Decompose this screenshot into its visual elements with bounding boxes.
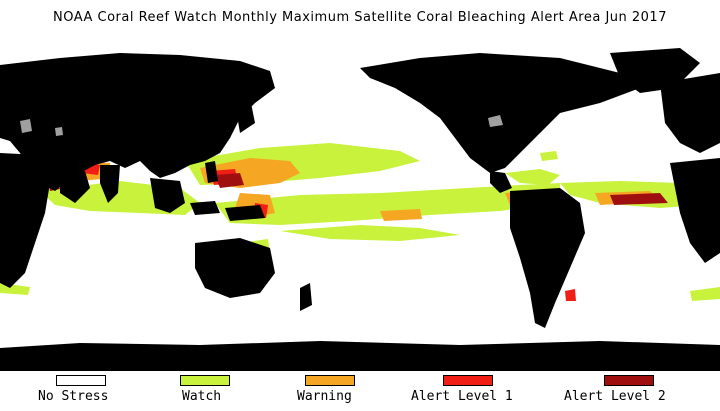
legend-label-watch: Watch [182, 389, 222, 404]
legend-swatch-watch [180, 375, 230, 386]
legend-label-alert-level-2: Alert Level 2 [564, 389, 666, 404]
map-title: NOAA Coral Reef Watch Monthly Maximum Sa… [53, 10, 667, 25]
legend-item-warning: Warning [297, 375, 355, 404]
legend-label-warning: Warning [297, 389, 352, 404]
legend-item-no-stress: No Stress [38, 375, 108, 404]
legend-swatch-no-stress [56, 375, 106, 386]
lakes [20, 115, 503, 136]
legend-item-alert-level-2: Alert Level 2 [564, 375, 666, 404]
legend-label-alert-level-1: Alert Level 1 [411, 389, 513, 404]
legend-label-no-stress: No Stress [38, 389, 109, 404]
coral-bleaching-map [0, 43, 720, 371]
legend-swatch-warning [305, 375, 355, 386]
alert-legend: No Stress Watch Warning Alert Level 1 Al… [0, 375, 720, 411]
legend-item-alert-level-1: Alert Level 1 [411, 375, 513, 404]
legend-item-watch: Watch [180, 375, 230, 404]
legend-swatch-alert-level-1 [443, 375, 493, 386]
land-masses [0, 48, 720, 371]
legend-swatch-alert-level-2 [604, 375, 654, 386]
